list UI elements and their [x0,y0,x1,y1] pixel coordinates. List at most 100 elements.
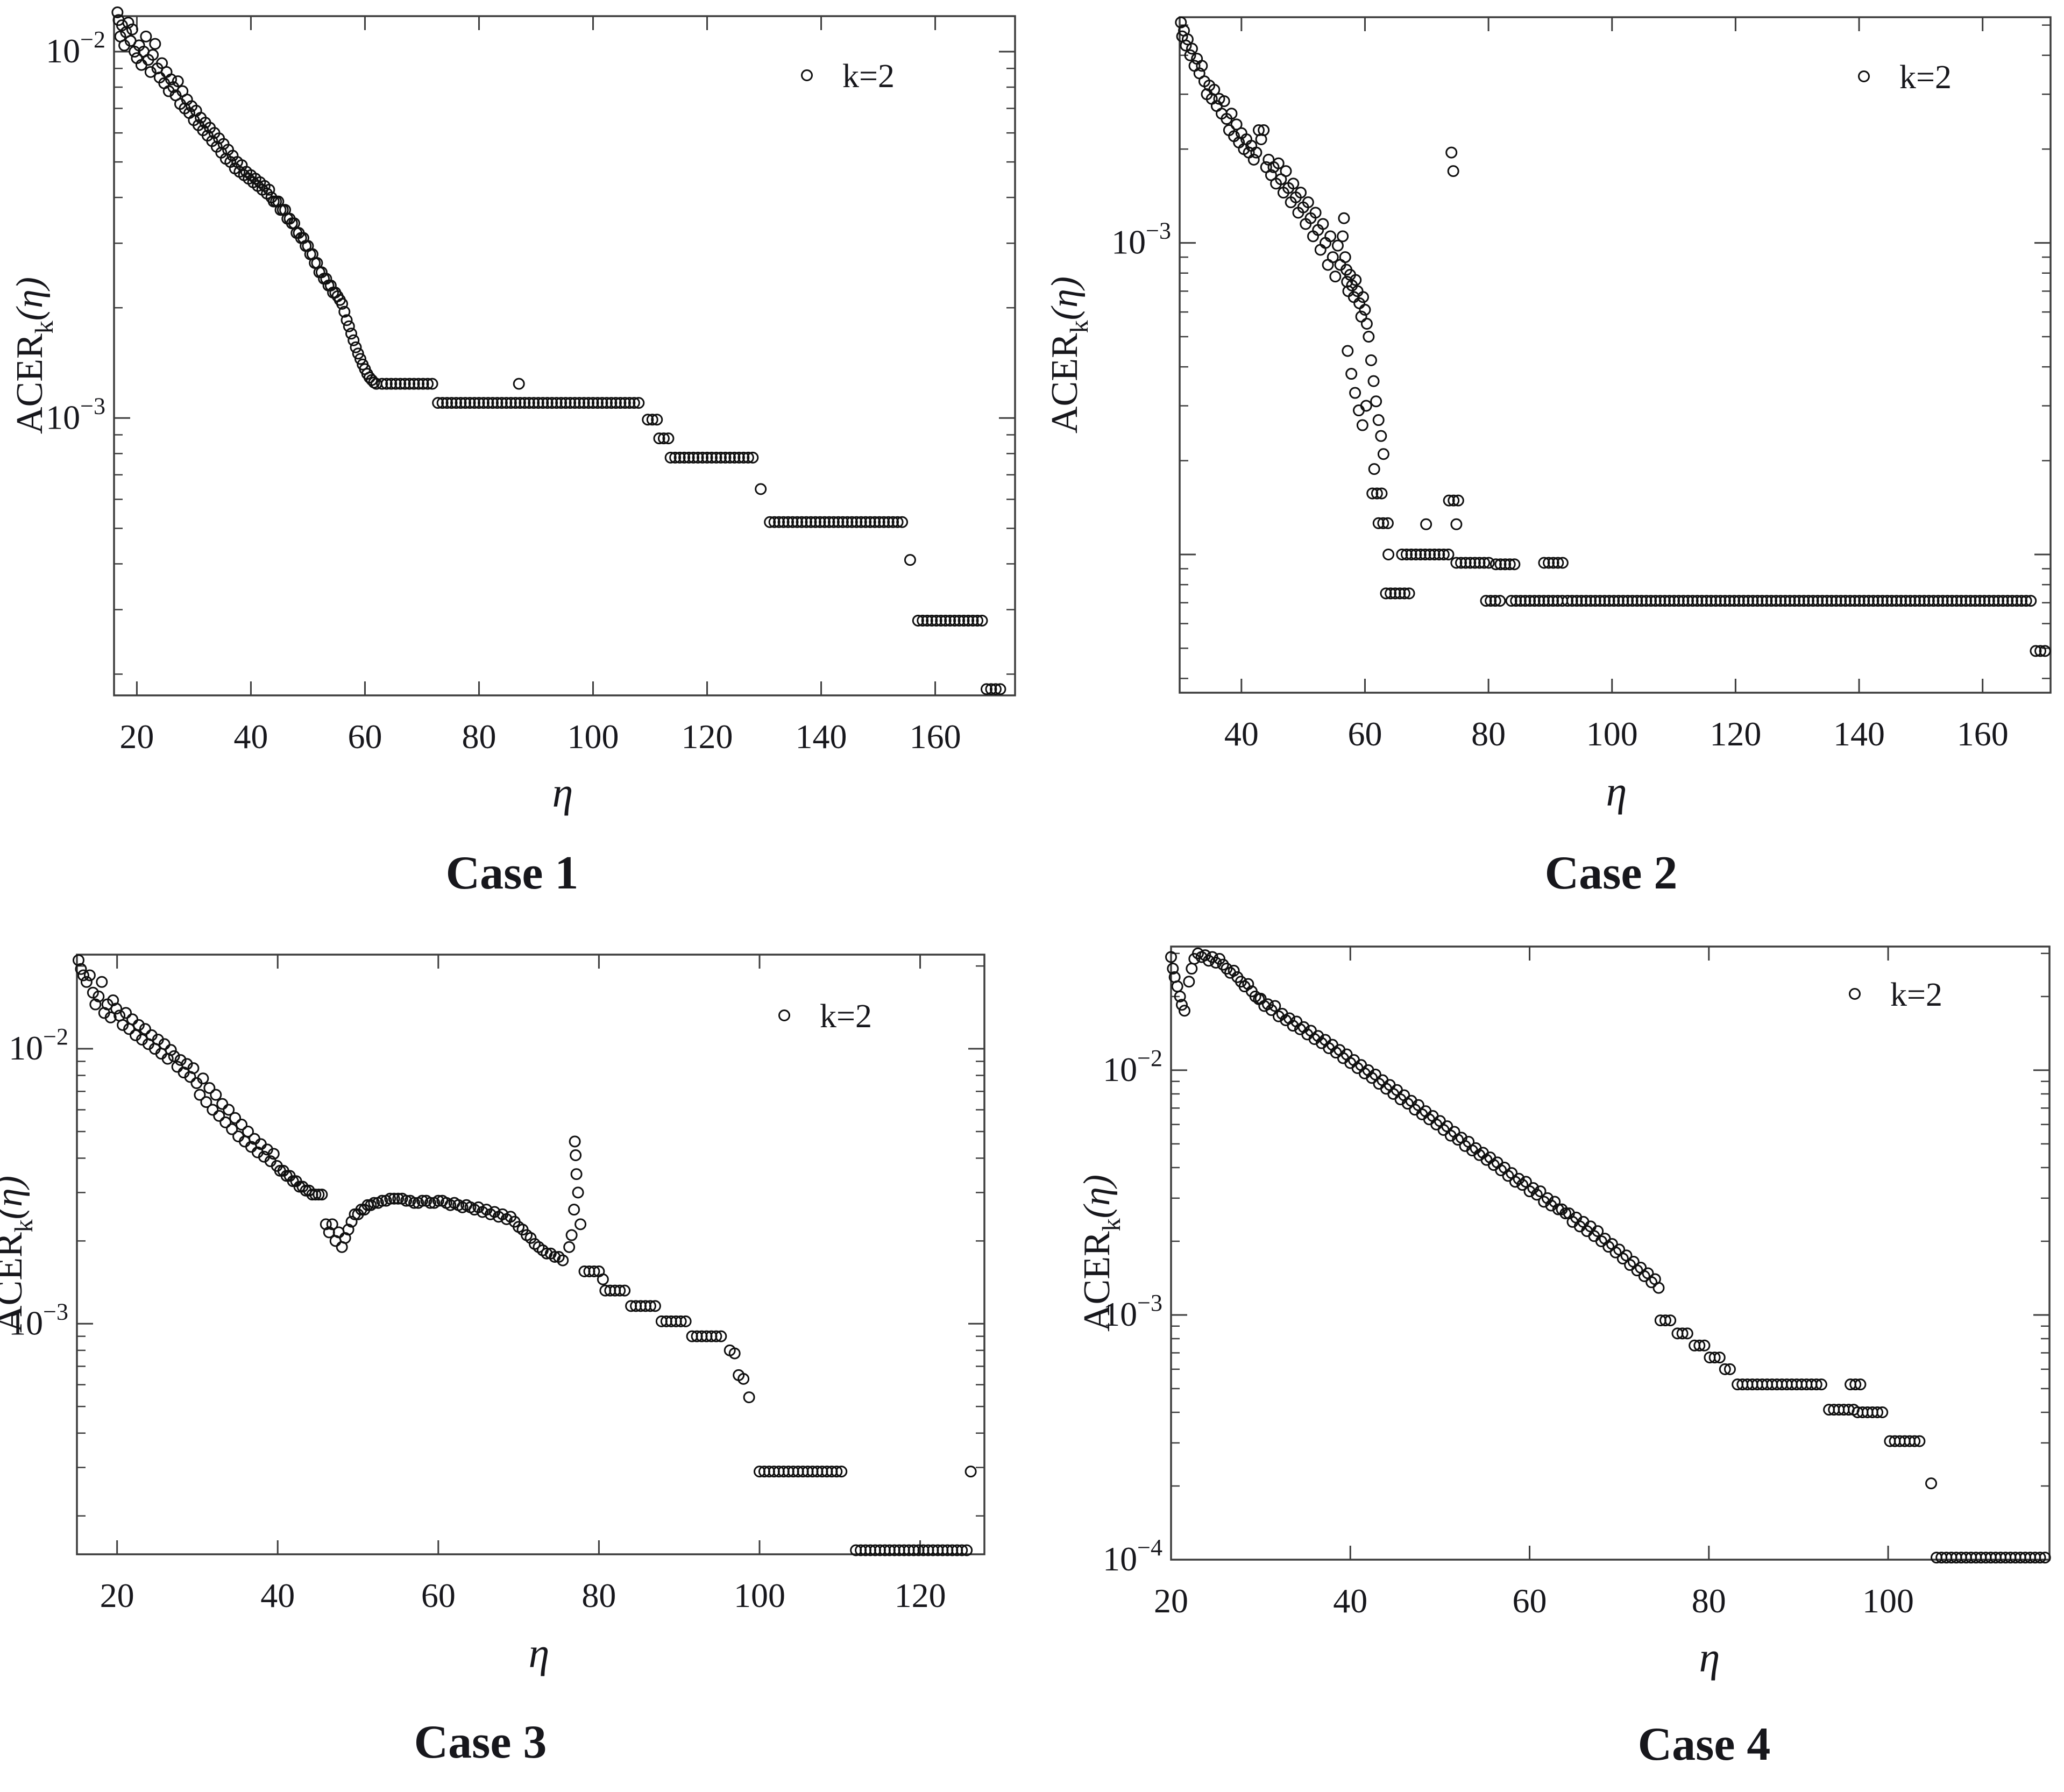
data-point [1357,291,1370,303]
data-point [1547,595,1559,607]
data-point [96,976,108,988]
y-tick-label: 10−3 [1111,218,1171,261]
data-point [2020,595,2032,607]
data-point [1377,517,1389,529]
data-point [1459,557,1472,569]
data-point [524,1232,537,1244]
data-point [426,378,438,390]
x-tick-label: 60 [347,717,382,756]
data-point [1530,1189,1543,1201]
data-point [976,614,988,627]
data-point [1849,1378,1862,1391]
data-point [505,397,517,409]
data-point [1210,956,1222,969]
data-point [1909,1435,1921,1447]
data-point [343,320,355,332]
data-point [473,397,485,409]
data-point [1455,557,1467,569]
data-point [226,1123,238,1135]
data-point [619,1284,631,1297]
data-point [1723,595,1736,607]
x-tick-label: 140 [796,717,847,756]
data-point [724,451,736,464]
data-point [742,451,754,464]
data-point [1728,595,1741,607]
data-point [1380,587,1392,600]
data-point [1537,595,1550,607]
x-tick-label: 120 [682,717,733,756]
data-point [1225,108,1238,120]
data-point [1913,1435,1926,1447]
data-point [1342,345,1354,357]
data-point [1473,557,1486,569]
data-point [1338,212,1350,224]
data-point [459,397,472,409]
data-point [1505,595,1517,607]
data-point [1443,494,1455,507]
data-point [1681,1327,1693,1340]
data-point [1839,595,1852,607]
data-point [394,378,407,390]
data-point [1664,1314,1677,1327]
data-point [495,397,508,409]
data-point [158,1038,171,1050]
data-point [1447,165,1459,177]
data-point [1175,999,1188,1011]
data-point [930,614,942,627]
data-point [441,397,453,409]
x-tick-label: 40 [233,717,268,756]
data-point [1761,595,1773,607]
data-point [710,451,722,464]
data-point [1714,595,1727,607]
data-point [2030,645,2042,657]
data-point [1649,595,1662,607]
data-point [1645,595,1657,607]
data-point [80,976,93,988]
data-point [1372,517,1385,529]
data-point [1445,146,1458,159]
data-point [1400,548,1413,560]
data-point [1327,251,1339,264]
data-point [1691,595,1704,607]
data-point [1508,558,1521,571]
data-point [1450,557,1463,569]
data-point [596,397,608,409]
data-point [850,516,863,528]
data-point [126,23,138,35]
data-point [564,397,577,409]
data-point [642,414,654,426]
y-axis-label: ACERk(η) [1044,276,1094,433]
data-point [149,38,161,50]
data-point [1552,557,1564,569]
data-point [1202,955,1215,967]
data-point [403,378,416,390]
data-point [1895,595,1907,607]
x-tick-label: 40 [260,1576,295,1615]
data-point [1946,595,1958,607]
data-point [673,451,686,464]
data-point [1302,196,1314,209]
data-point [944,614,956,627]
data-point [338,305,351,318]
data-point [619,397,631,409]
data-series-k2 [111,6,1006,695]
legend-marker-circle [1858,70,1870,82]
data-point [1969,595,1981,607]
data-point [354,353,366,365]
chart-case4: 20 40 60 80 100 10−4 10−3 10−2 k=2 η ACERk(η) Case … [1076,945,2051,1770]
data-point [559,397,572,409]
data-point [432,1194,444,1207]
data-point [1414,548,1427,560]
data-point [417,378,429,390]
data-point [376,378,388,390]
data-point [1677,595,1690,607]
plot-frame [1179,16,2052,694]
data-point [1265,169,1277,181]
data-point [1398,587,1410,600]
data-point [827,516,840,528]
data-point [1635,595,1648,607]
data-point [1608,595,1620,607]
data-point [455,397,467,409]
data-point [1693,1339,1706,1352]
x-tick-label: 160 [1957,715,2009,753]
